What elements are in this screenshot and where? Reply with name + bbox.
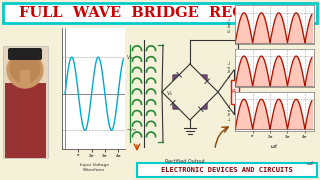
Polygon shape xyxy=(173,75,179,81)
Text: ELECTRONIC DEVICES AND CIRCUITS: ELECTRONIC DEVICES AND CIRCUITS xyxy=(161,167,293,173)
FancyBboxPatch shape xyxy=(3,3,317,23)
Text: $V_s$: $V_s$ xyxy=(166,89,174,98)
Text: Rectified Output: Rectified Output xyxy=(165,159,205,165)
X-axis label: $\omega t$: $\omega t$ xyxy=(270,142,278,150)
Text: $-V_m$: $-V_m$ xyxy=(126,126,137,134)
Y-axis label: $V_o$ (or) $i_o$: $V_o$ (or) $i_o$ xyxy=(226,16,234,33)
Text: $R_L$: $R_L$ xyxy=(231,87,239,96)
Circle shape xyxy=(10,53,40,83)
Polygon shape xyxy=(201,103,207,109)
Y-axis label: $i_{D2}$ (or) $i_{D4}$: $i_{D2}$ (or) $i_{D4}$ xyxy=(226,102,234,121)
Polygon shape xyxy=(201,75,207,81)
FancyBboxPatch shape xyxy=(3,46,48,158)
FancyBboxPatch shape xyxy=(2,45,50,160)
FancyBboxPatch shape xyxy=(8,48,42,60)
Text: FULL  WAVE  BRIDGE  RECTIFIER: FULL WAVE BRIDGE RECTIFIER xyxy=(19,6,301,20)
Circle shape xyxy=(7,52,43,88)
Text: $V_m$: $V_m$ xyxy=(126,53,134,62)
FancyBboxPatch shape xyxy=(20,70,30,85)
Y-axis label: $i_{D1}$ (or) $i_{D3}$: $i_{D1}$ (or) $i_{D3}$ xyxy=(226,58,234,78)
FancyBboxPatch shape xyxy=(231,80,239,104)
Polygon shape xyxy=(173,103,179,109)
Text: Input Voltage
Waveform: Input Voltage Waveform xyxy=(80,163,109,172)
FancyBboxPatch shape xyxy=(137,163,317,177)
FancyBboxPatch shape xyxy=(5,83,46,158)
Text: $\omega t$: $\omega t$ xyxy=(306,159,315,167)
